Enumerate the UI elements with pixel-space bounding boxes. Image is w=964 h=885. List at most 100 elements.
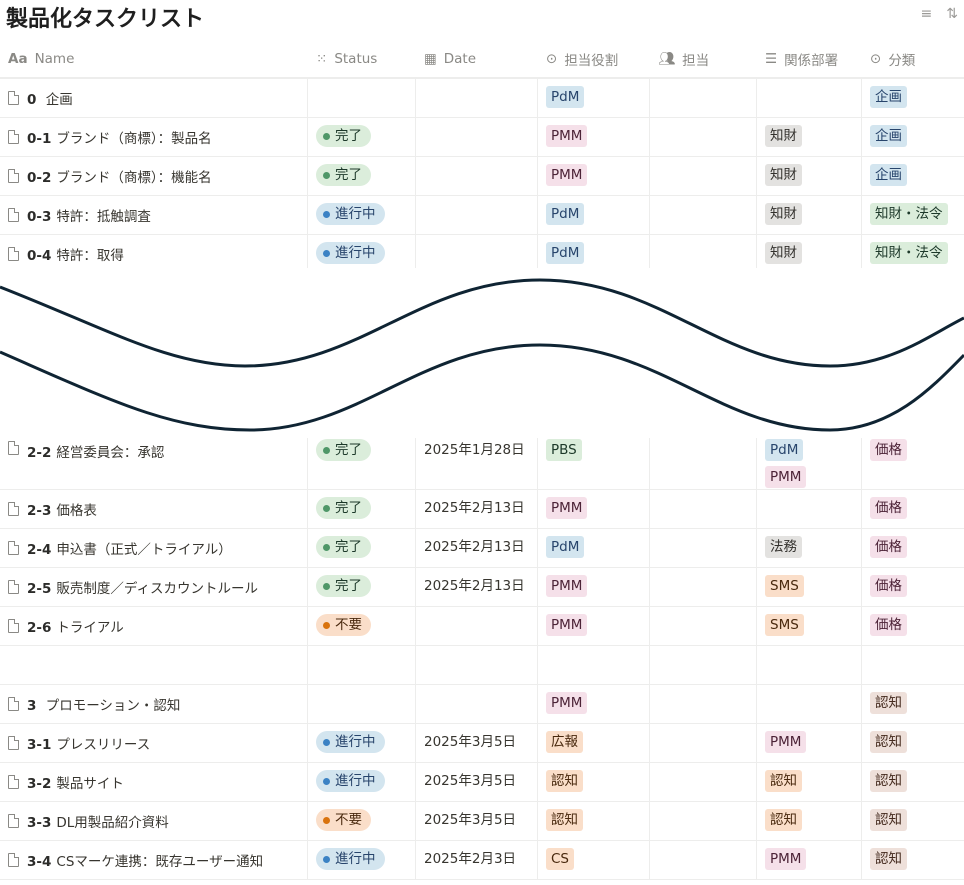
role-cell[interactable]: PdM (538, 529, 650, 567)
date-cell[interactable]: 2025年2月13日 (416, 490, 538, 528)
category-cell[interactable]: 認知 (862, 802, 964, 840)
table-row[interactable]: 3-1 プレスリリース 進行中 2025年3月5日 広報 PMM 認知 (0, 724, 964, 763)
table-row[interactable] (0, 646, 964, 685)
row-title[interactable]: 2-6 トライアル (27, 616, 124, 636)
category-tag[interactable]: 知財・法令 (870, 242, 948, 264)
table-row[interactable]: 3-2 製品サイト 進行中 2025年3月5日 認知 認知 認知 (0, 763, 964, 802)
role-cell[interactable]: PMM (538, 568, 650, 606)
date-cell[interactable] (416, 607, 538, 645)
category-cell[interactable] (862, 646, 964, 684)
name-cell[interactable]: 3-3 DL用製品紹介資料 (0, 802, 308, 840)
category-tag[interactable]: 企画 (870, 125, 907, 147)
role-cell[interactable]: 認知 (538, 802, 650, 840)
status-cell[interactable] (308, 685, 416, 723)
assignee-cell[interactable] (650, 235, 757, 273)
category-tag[interactable]: 企画 (870, 164, 907, 186)
departments-cell[interactable] (757, 646, 862, 684)
departments-cell[interactable]: 認知 (757, 802, 862, 840)
category-tag[interactable]: 認知 (870, 848, 907, 870)
date-cell[interactable] (416, 157, 538, 195)
row-title[interactable]: 0-1 ブランド（商標）：製品名 (27, 127, 212, 147)
assignee-cell[interactable] (650, 432, 757, 489)
role-cell[interactable]: 認知 (538, 763, 650, 801)
status-pill[interactable]: 完了 (316, 536, 371, 558)
status-pill[interactable]: 完了 (316, 497, 371, 519)
category-tag[interactable]: 価格 (870, 536, 907, 558)
date-cell[interactable]: 2025年3月5日 (416, 802, 538, 840)
name-cell[interactable]: 3-4 CSマーケ連携：既存ユーザー通知 (0, 841, 308, 879)
role-tag[interactable]: PMM (546, 164, 588, 186)
filter-icon[interactable]: ≡ (920, 6, 933, 22)
name-cell[interactable]: 3-1 プレスリリース (0, 724, 308, 762)
date-cell[interactable] (416, 646, 538, 684)
departments-cell[interactable]: PdM PMM (757, 432, 862, 489)
table-row[interactable]: 0-4 特許：取得 進行中 PdM 知財 知財・法令 (0, 235, 964, 274)
category-cell[interactable]: 認知 (862, 685, 964, 723)
assignee-cell[interactable] (650, 646, 757, 684)
category-cell[interactable]: 企画 (862, 79, 964, 117)
status-cell[interactable]: 完了 (308, 432, 416, 489)
table-row[interactable]: 0-1 ブランド（商標）：製品名 完了 PMM 知財 企画 (0, 118, 964, 157)
department-tag[interactable]: PMM (765, 731, 807, 753)
name-cell[interactable] (0, 646, 308, 684)
date-cell[interactable]: 2025年2月13日 (416, 529, 538, 567)
assignee-cell[interactable] (650, 490, 757, 528)
status-cell[interactable]: 進行中 (308, 235, 416, 273)
role-cell[interactable]: PMM (538, 157, 650, 195)
assignee-cell[interactable] (650, 568, 757, 606)
row-title[interactable]: 2-3 価格表 (27, 499, 97, 519)
date-cell[interactable]: 2025年3月5日 (416, 724, 538, 762)
departments-cell[interactable]: 知財 (757, 157, 862, 195)
department-tag[interactable]: 知財 (765, 242, 802, 264)
role-cell[interactable]: 広報 (538, 724, 650, 762)
table-row[interactable]: 0-3 特許：抵触調査 進行中 PdM 知財 知財・法令 (0, 196, 964, 235)
status-pill[interactable]: 完了 (316, 125, 371, 147)
department-tag[interactable]: PdM (765, 439, 804, 461)
table-row[interactable]: 2-5 販売制度／ディスカウントルール 完了 2025年2月13日 PMM SMS 価格 (0, 568, 964, 607)
status-cell[interactable]: 進行中 (308, 196, 416, 234)
status-cell[interactable]: 完了 (308, 157, 416, 195)
role-cell[interactable]: PMM (538, 490, 650, 528)
status-cell[interactable]: 完了 (308, 529, 416, 567)
table-row[interactable]: 2-2 経営委員会：承認 完了 2025年1月28日 PBS PdM PMM 価格 (0, 432, 964, 490)
row-title[interactable]: 2-4 申込書（正式／トライアル） (27, 538, 232, 558)
status-pill[interactable]: 不要 (316, 809, 371, 831)
category-tag[interactable]: 価格 (870, 439, 907, 461)
table-row[interactable]: 0-2 ブランド（商標）：機能名 完了 PMM 知財 企画 (0, 157, 964, 196)
category-cell[interactable]: 企画 (862, 157, 964, 195)
department-tag[interactable]: 法務 (765, 536, 802, 558)
departments-cell[interactable]: 知財 (757, 118, 862, 156)
category-cell[interactable]: 価格 (862, 490, 964, 528)
name-cell[interactable]: 0-3 特許：抵触調査 (0, 196, 308, 234)
departments-cell[interactable]: 知財 (757, 235, 862, 273)
departments-cell[interactable]: PMM (757, 841, 862, 879)
table-row[interactable]: 3-4 CSマーケ連携：既存ユーザー通知 進行中 2025年2月3日 CS PMM 認知 (0, 841, 964, 880)
status-pill[interactable]: 完了 (316, 439, 371, 461)
table-row[interactable]: 0 企画 PdM 企画 (0, 79, 964, 118)
sort-icon[interactable]: ⇅ (946, 6, 958, 22)
row-title[interactable]: 3 プロモーション・認知 (27, 694, 180, 714)
role-cell[interactable]: PdM (538, 79, 650, 117)
role-tag[interactable]: PBS (546, 439, 582, 461)
category-tag[interactable]: 価格 (870, 575, 907, 597)
category-cell[interactable]: 価格 (862, 432, 964, 489)
table-row[interactable]: 2-4 申込書（正式／トライアル） 完了 2025年2月13日 PdM 法務 価格 (0, 529, 964, 568)
role-tag[interactable]: 認知 (546, 770, 583, 792)
row-title[interactable]: 0 企画 (27, 88, 73, 108)
status-pill[interactable]: 進行中 (316, 770, 385, 792)
department-tag[interactable]: 知財 (765, 164, 802, 186)
name-cell[interactable]: 2-3 価格表 (0, 490, 308, 528)
date-cell[interactable]: 2025年3月5日 (416, 763, 538, 801)
status-pill[interactable]: 進行中 (316, 242, 385, 264)
table-row[interactable]: 2-3 価格表 完了 2025年2月13日 PMM 価格 (0, 490, 964, 529)
role-tag[interactable]: PMM (546, 614, 588, 636)
role-tag[interactable]: PMM (546, 125, 588, 147)
category-cell[interactable]: 知財・法令 (862, 196, 964, 234)
row-title[interactable]: 2-2 経営委員会：承認 (27, 441, 164, 461)
role-cell[interactable]: PdM (538, 235, 650, 273)
status-cell[interactable] (308, 79, 416, 117)
column-header-role[interactable]: ⊙ 担当役割 (546, 50, 619, 69)
department-tag[interactable]: 知財 (765, 125, 802, 147)
name-cell[interactable]: 0-4 特許：取得 (0, 235, 308, 273)
row-title[interactable]: 3-3 DL用製品紹介資料 (27, 811, 169, 831)
